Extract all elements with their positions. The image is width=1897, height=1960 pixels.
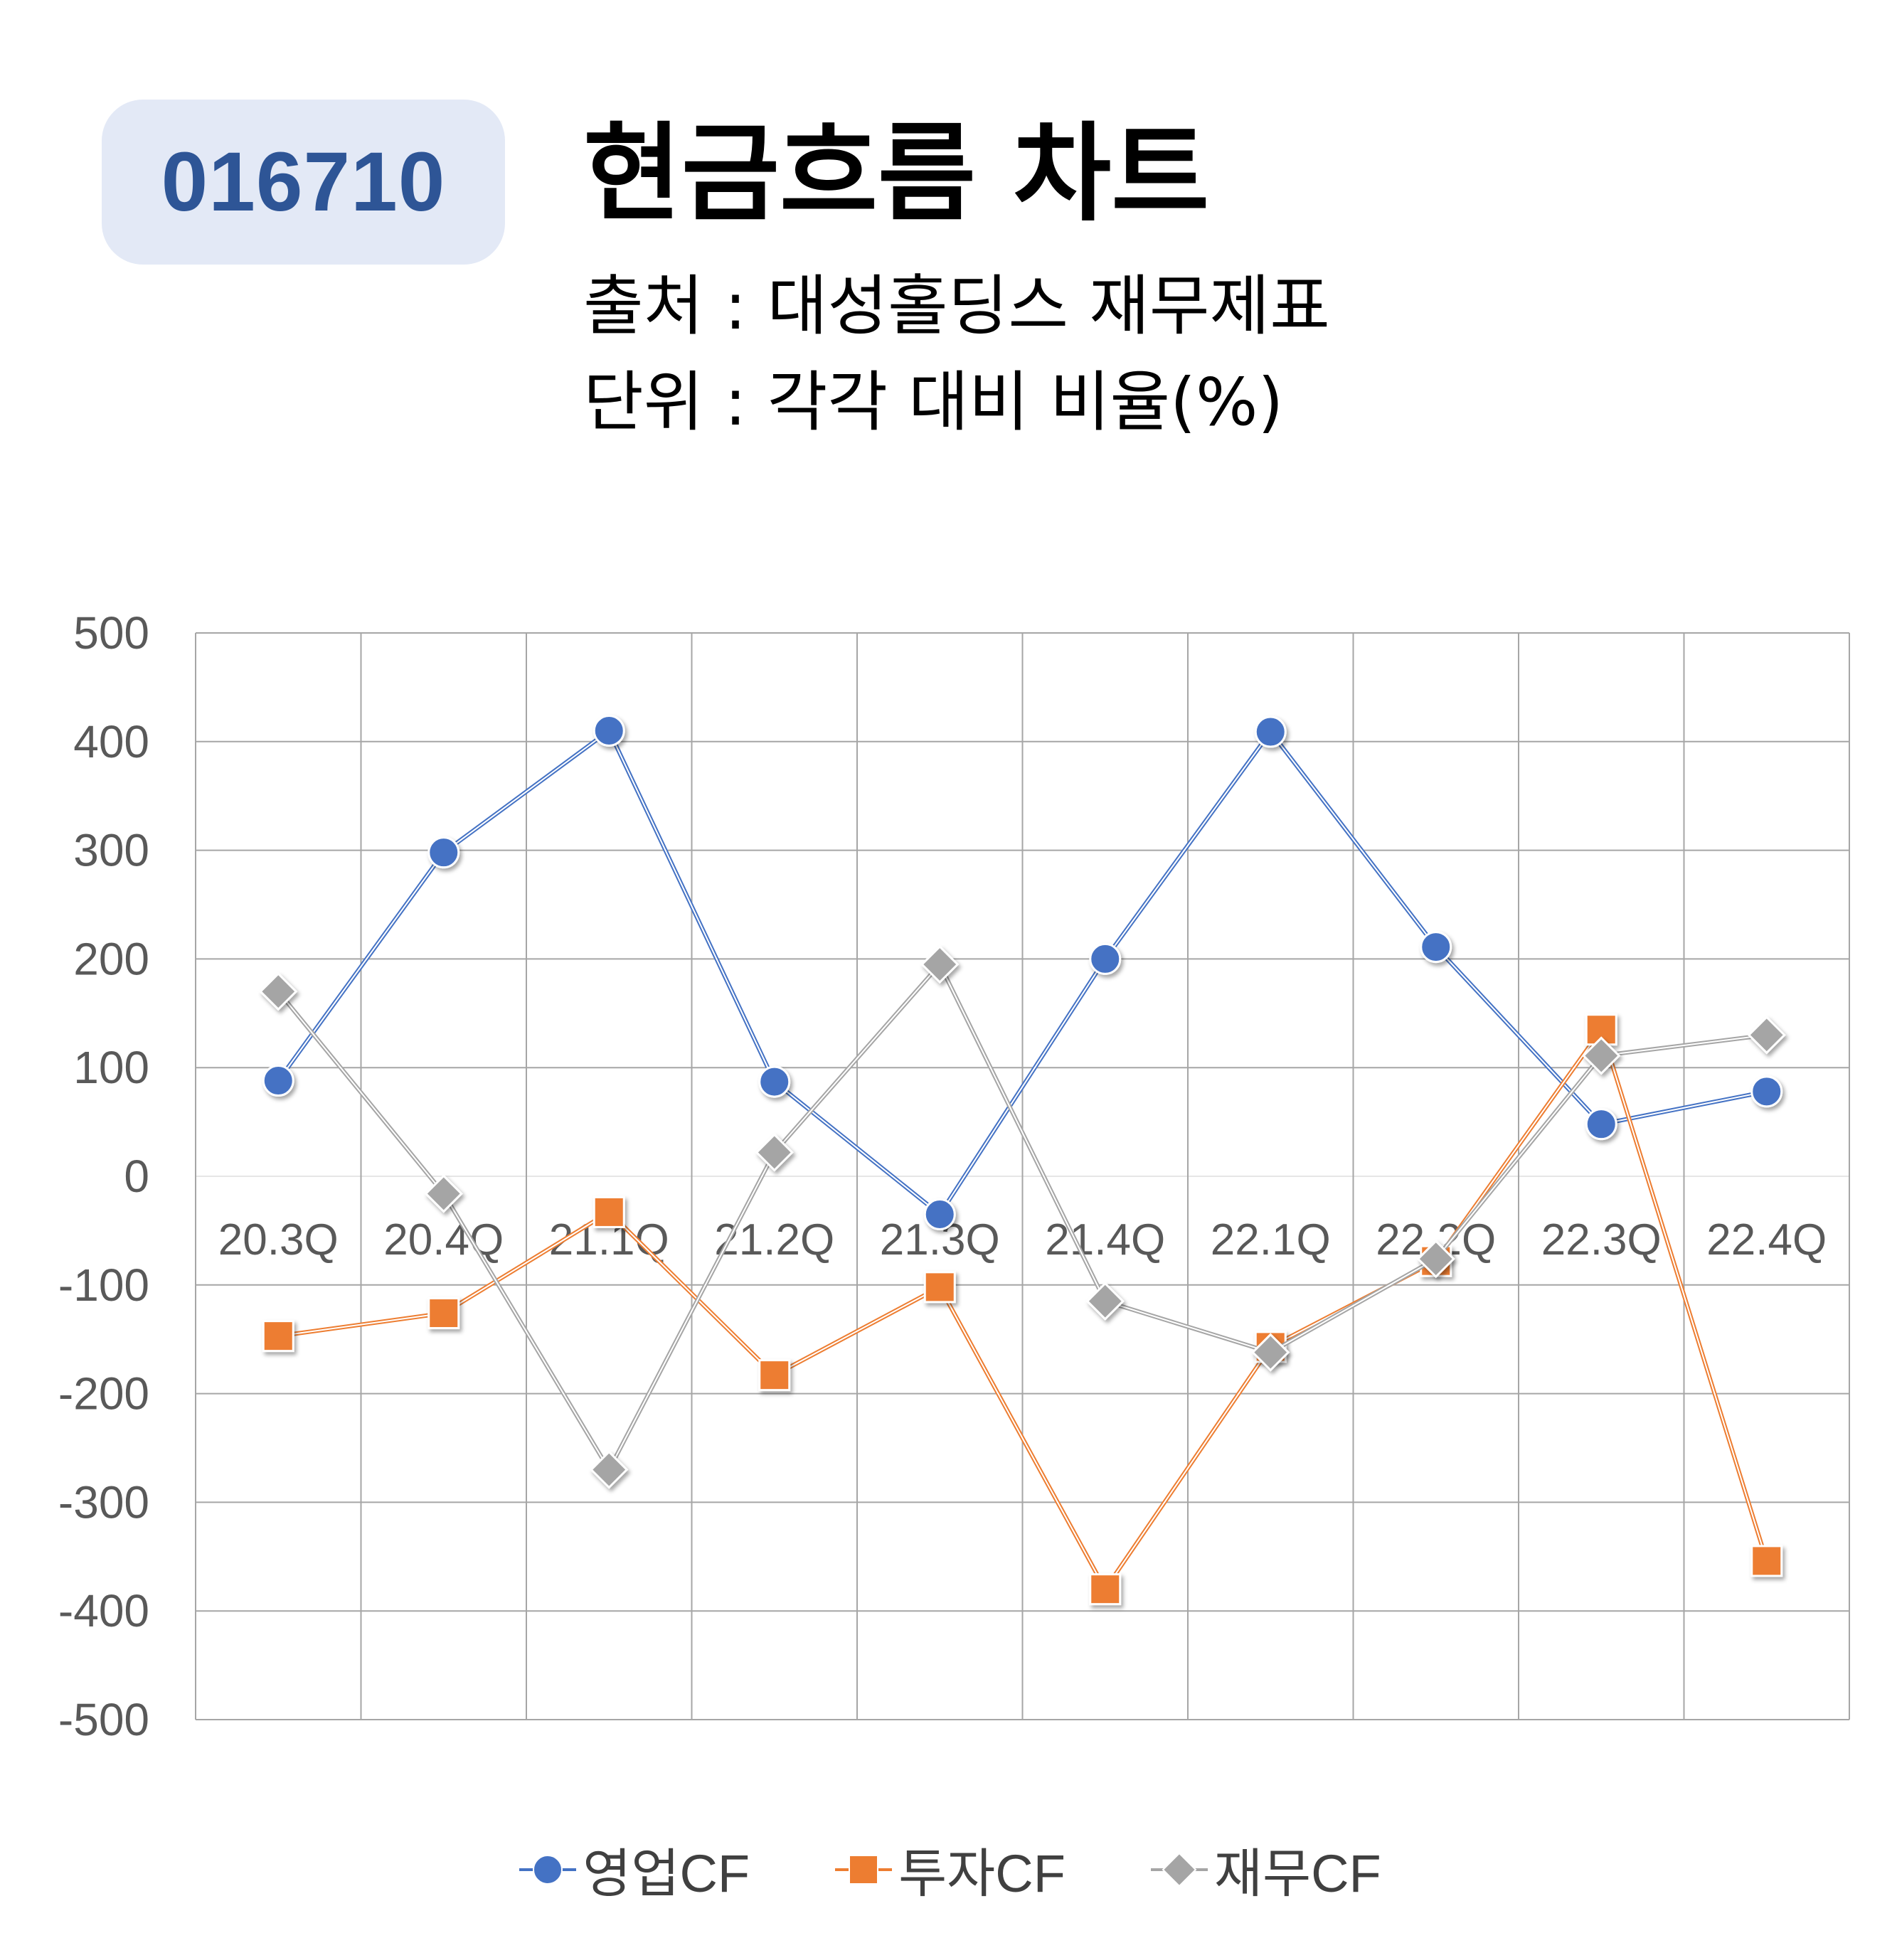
data-point-circle xyxy=(923,1198,956,1230)
y-tick-label: -500 xyxy=(58,1694,149,1745)
data-point-diamond xyxy=(755,1133,794,1172)
data-point-square xyxy=(1750,1545,1783,1577)
y-axis-ticks: 500 400 300 200 100 0 -100 -200 -300 -400 -500 xyxy=(58,607,149,1745)
data-point-diamond xyxy=(1582,1036,1621,1075)
series-line-inner xyxy=(277,963,1767,1471)
cashflow-line-chart: 500 400 300 200 100 0 -100 -200 -300 -400 -500 20.… xyxy=(58,607,1850,1745)
data-point-square xyxy=(593,1195,625,1228)
chart-title: 현금흐름 차트 xyxy=(583,112,1210,236)
series-line-inner xyxy=(277,729,1767,1215)
data-point-square xyxy=(1089,1573,1122,1606)
grid xyxy=(195,632,1850,1720)
legend-square-icon xyxy=(835,1854,893,1885)
y-tick-label: 400 xyxy=(73,716,149,767)
x-tick-label: 22.3Q xyxy=(1541,1215,1662,1264)
y-tick-label: 200 xyxy=(73,933,149,984)
y-tick-label: 300 xyxy=(73,825,149,876)
data-point-circle xyxy=(1585,1108,1617,1141)
data-point-circle xyxy=(758,1065,791,1098)
y-tick-label: 100 xyxy=(73,1042,149,1093)
legend-item-2: 투자CF xyxy=(831,1831,1066,1907)
legend-label: 영업CF xyxy=(583,1844,750,1903)
x-tick-label: 20.3Q xyxy=(218,1215,339,1264)
data-point-diamond xyxy=(259,972,298,1011)
x-tick-label: 22.1Q xyxy=(1211,1215,1331,1264)
legend-label: 재무CF xyxy=(1213,1844,1381,1903)
data-point-diamond xyxy=(1416,1240,1455,1279)
x-tick-label: 22.4Q xyxy=(1706,1215,1827,1264)
unit-label: 단위 : 각각 대비 비율(%) xyxy=(583,364,1284,440)
data-point-square xyxy=(758,1359,791,1392)
legend-label: 투자CF xyxy=(898,1844,1066,1903)
data-point-diamond xyxy=(424,1174,463,1213)
legend-diamond-icon xyxy=(1150,1852,1208,1887)
series-line-inner xyxy=(278,1028,1768,1591)
legend-item-3: 재무CF xyxy=(1147,1831,1381,1907)
data-point-circle xyxy=(1420,931,1452,964)
legend-item-1: 영업CF xyxy=(516,1831,750,1907)
data-point-diamond xyxy=(590,1450,629,1489)
y-tick-label: 500 xyxy=(73,607,149,659)
stock-code: 016710 xyxy=(161,135,446,229)
y-tick-label: -200 xyxy=(58,1368,149,1420)
x-tick-label: 21.4Q xyxy=(1045,1215,1165,1264)
x-tick-label: 21.2Q xyxy=(714,1215,834,1264)
data-point-circle xyxy=(1254,715,1287,748)
series-3 xyxy=(259,944,1786,1489)
data-point-diamond xyxy=(1747,1016,1786,1055)
y-tick-label: -100 xyxy=(58,1259,149,1311)
data-point-square xyxy=(262,1320,294,1353)
data-point-square xyxy=(427,1297,460,1330)
data-point-square xyxy=(923,1271,956,1304)
series-1 xyxy=(262,715,1783,1230)
source-label: 출처 : 대성홀딩스 재무제표 xyxy=(583,268,1330,344)
stock-code-badge: 016710 xyxy=(102,100,505,265)
x-tick-label: 20.4Q xyxy=(383,1215,504,1264)
data-point-circle xyxy=(1750,1075,1783,1108)
y-tick-label: -400 xyxy=(58,1585,149,1636)
data-point-circle xyxy=(593,715,625,747)
data-point-diamond xyxy=(920,944,960,984)
data-point-diamond xyxy=(1085,1282,1125,1321)
series xyxy=(259,715,1786,1606)
legend-circle-icon xyxy=(519,1854,577,1885)
y-tick-label: 0 xyxy=(124,1151,149,1202)
data-point-circle xyxy=(427,836,460,869)
data-point-circle xyxy=(262,1065,294,1097)
y-tick-label: -300 xyxy=(58,1476,149,1528)
legend: 영업CF 투자CF 재무CF xyxy=(0,1831,1897,1907)
data-point-diamond xyxy=(1251,1333,1290,1372)
data-point-circle xyxy=(1089,942,1122,975)
